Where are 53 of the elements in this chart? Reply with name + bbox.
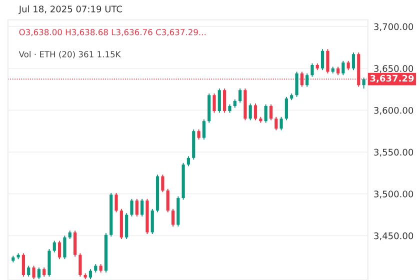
candlestick xyxy=(284,96,288,121)
candlestick xyxy=(125,212,128,240)
candlestick xyxy=(63,235,66,260)
candlestick xyxy=(280,116,283,131)
y-tick-label: 3,450.00 xyxy=(374,232,414,240)
candlestick xyxy=(342,60,345,76)
y-tick-label: 3,500.00 xyxy=(374,190,414,198)
candlestick xyxy=(32,265,36,280)
candlestick xyxy=(362,77,366,89)
candlestick xyxy=(274,116,278,131)
candlestick xyxy=(171,208,175,227)
candlestick xyxy=(326,48,330,74)
candlestick xyxy=(202,118,206,140)
candlestick xyxy=(52,240,56,253)
candlestick xyxy=(130,198,134,217)
candlestick xyxy=(346,60,350,71)
annotation: O3,638.00 H3,638.68 L3,636.76 C3,637.29... xyxy=(19,29,206,36)
y-tick-label: 3,600.00 xyxy=(374,106,414,115)
candlestick xyxy=(254,103,258,121)
ref-line-label: 3,637.29 xyxy=(370,74,414,83)
candlestick xyxy=(320,48,324,71)
annotation: Vol · ETH (20) 361 1.15K xyxy=(18,50,121,58)
candlestick xyxy=(238,88,242,104)
candlestick xyxy=(264,104,268,124)
candlestick xyxy=(186,156,190,167)
candlestick xyxy=(73,230,77,258)
y-tick-label: 3,550.00 xyxy=(374,148,414,157)
candlestick xyxy=(248,103,252,121)
candlestick xyxy=(310,62,314,78)
candlestick xyxy=(88,268,92,280)
y-tick-label: 3,700.00 xyxy=(374,23,414,32)
y-tick-label: 3,650.00 xyxy=(374,65,414,73)
candlestick xyxy=(114,192,118,213)
candlestick xyxy=(212,93,216,114)
candlestick xyxy=(295,71,298,98)
candlestick xyxy=(78,252,82,278)
candlestick xyxy=(150,208,154,234)
candlestick xyxy=(135,198,138,217)
candlestick xyxy=(161,174,164,193)
candlestick xyxy=(22,252,25,278)
candlestick xyxy=(58,240,62,260)
candlestick xyxy=(140,198,144,217)
chart-title: Jul 18, 2025 07:19 UTC xyxy=(18,5,122,14)
candlestick xyxy=(37,266,40,280)
candlestick xyxy=(27,265,30,278)
candlestick xyxy=(166,188,170,213)
candlestick xyxy=(352,52,356,71)
candlestick xyxy=(197,128,200,140)
candlestick xyxy=(306,72,309,88)
candlestick xyxy=(42,266,46,278)
candlestick xyxy=(269,104,273,121)
candlestick xyxy=(223,88,226,114)
candlestick xyxy=(218,88,221,114)
